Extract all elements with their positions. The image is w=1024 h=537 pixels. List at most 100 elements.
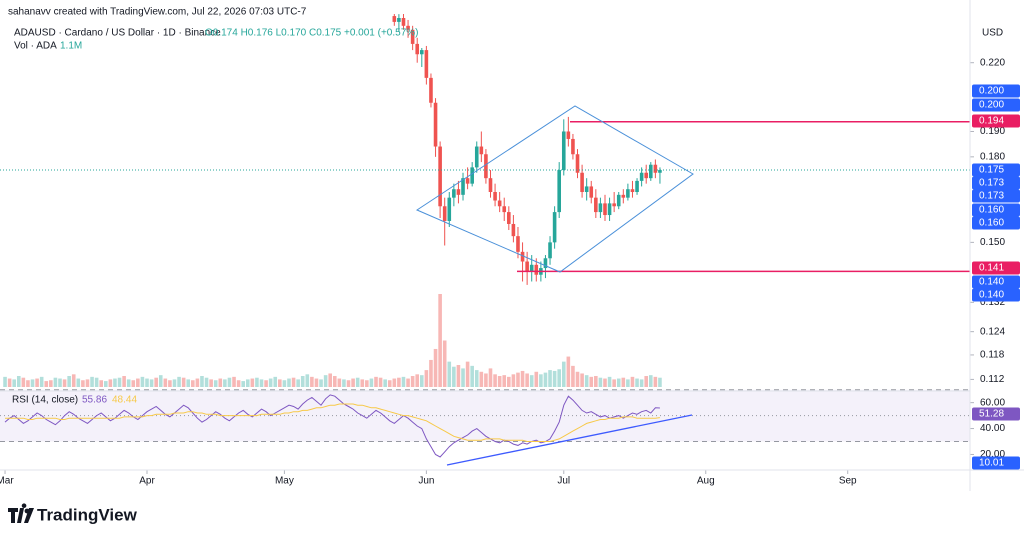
volume-bar: [360, 379, 365, 387]
rsi-tick-label: 20.00: [980, 449, 1005, 460]
volume-bar: [287, 378, 291, 387]
volume-bar: [355, 377, 360, 387]
volume-bar: [223, 379, 227, 387]
volume-bar: [406, 378, 410, 387]
candle-body: [484, 154, 488, 179]
price-badge-label: 0.141: [979, 263, 1004, 274]
candle-body: [392, 16, 397, 22]
candle-body: [465, 178, 470, 184]
volume-bar: [181, 377, 186, 387]
price-badge: [972, 98, 1020, 112]
volume-bar: [557, 369, 561, 387]
volume-bar: [227, 377, 232, 387]
volume-bar: [433, 348, 438, 387]
candle-body: [658, 170, 662, 173]
volume-bar: [493, 374, 497, 387]
volume-bar: [12, 379, 16, 387]
volume-bar: [653, 376, 658, 387]
volume-bar: [507, 376, 511, 387]
volume-bar: [209, 379, 213, 387]
y-tick-label: 0.180: [980, 151, 1005, 162]
price-badge: [972, 216, 1020, 230]
volume-bar: [319, 379, 323, 387]
volume-bar: [511, 374, 516, 387]
candle-body: [502, 206, 507, 213]
candle-body: [635, 180, 639, 193]
volume-bar: [502, 375, 507, 387]
candle-body: [470, 167, 474, 184]
candle-body: [598, 203, 603, 213]
volume-bar: [452, 366, 456, 387]
candle-body: [584, 186, 589, 193]
volume-bar: [186, 379, 191, 387]
volume-bar: [90, 376, 94, 387]
candle-body: [456, 189, 461, 195]
price-badge: [972, 84, 1020, 98]
volume-bar: [566, 356, 571, 387]
volume-bar: [447, 361, 452, 387]
volume-bar: [149, 379, 154, 387]
candle-body: [630, 189, 635, 193]
candle-body: [653, 164, 658, 173]
x-tick-label: Jun: [418, 476, 434, 487]
volume-bar: [44, 381, 49, 387]
volume-bar: [94, 377, 99, 387]
volume-bar: [456, 365, 461, 387]
volume-bar: [543, 372, 548, 387]
volume-bar: [204, 377, 209, 387]
candle-body: [644, 172, 649, 179]
candle-body: [543, 258, 548, 269]
volume-bar: [191, 380, 195, 387]
volume-bar: [419, 375, 424, 387]
volume-bar: [200, 376, 204, 387]
y-tick-label: 0.150: [980, 237, 1005, 248]
candle-body: [401, 18, 406, 26]
candle-body: [447, 197, 452, 221]
volume-bar: [648, 375, 653, 387]
volume-bar: [589, 376, 594, 387]
rsi-tick-label: 40.00: [980, 423, 1005, 434]
volume-bar: [232, 376, 236, 387]
volume-bar: [300, 376, 305, 387]
volume-bar: [594, 376, 598, 387]
price-badge: [972, 275, 1020, 289]
volume-bar: [630, 376, 635, 387]
volume-bar: [7, 378, 12, 387]
volume-bar: [516, 372, 520, 387]
volume-bar: [113, 378, 117, 387]
volume-bar: [529, 375, 534, 387]
volume-bar: [442, 340, 447, 387]
volume-bar: [30, 379, 35, 387]
candle-body: [621, 194, 626, 198]
candle-body: [493, 192, 497, 201]
volume-bar: [374, 376, 378, 387]
x-tick-label: Jul: [557, 476, 570, 487]
price-badge-label: 0.200: [979, 100, 1004, 111]
rsi-tick-label: 60.00: [980, 397, 1005, 408]
x-tick-label: May: [275, 476, 294, 487]
candle-body: [424, 50, 429, 78]
volume-bar: [140, 376, 145, 387]
volume-bar: [296, 379, 300, 387]
volume-bar: [626, 379, 630, 387]
volume-bar: [392, 378, 397, 387]
rsi-badge-label: 10.01: [979, 458, 1004, 469]
candle-body: [406, 25, 410, 30]
volume-bar: [195, 378, 200, 387]
volume-bar: [552, 370, 557, 387]
volume-bar: [305, 374, 310, 387]
volume-bar: [122, 376, 126, 387]
vol-label: Vol · ADA: [14, 41, 57, 52]
y-tick-label: 0.132: [980, 297, 1005, 308]
volume-bar: [603, 378, 607, 387]
rsi-badge-label: 51.28: [979, 409, 1004, 420]
volume-bar: [621, 377, 626, 387]
candle-body: [442, 206, 447, 221]
volume-bar: [85, 379, 90, 387]
volume-bar: [163, 378, 168, 387]
candle-body: [410, 29, 415, 44]
logo-mark: [24, 508, 34, 523]
volume-bar: [99, 380, 104, 387]
volume-bar: [337, 378, 342, 387]
